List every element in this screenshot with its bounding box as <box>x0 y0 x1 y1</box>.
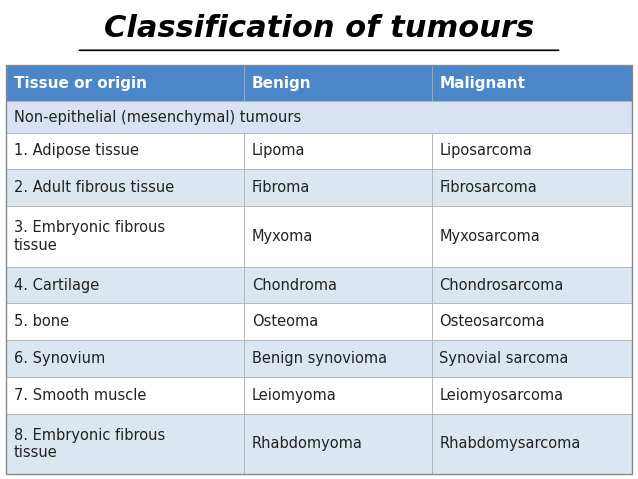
Text: Liposarcoma: Liposarcoma <box>439 144 532 159</box>
FancyBboxPatch shape <box>6 267 244 303</box>
Text: 3. Embryonic fibrous
tissue: 3. Embryonic fibrous tissue <box>14 220 165 252</box>
FancyBboxPatch shape <box>244 377 431 413</box>
Text: Osteosarcoma: Osteosarcoma <box>439 314 545 329</box>
FancyBboxPatch shape <box>431 413 632 474</box>
Text: Rhabdomysarcoma: Rhabdomysarcoma <box>439 436 581 451</box>
Text: 8. Embryonic fibrous
tissue: 8. Embryonic fibrous tissue <box>14 428 165 460</box>
Text: Benign: Benign <box>251 76 311 91</box>
Text: Fibrosarcoma: Fibrosarcoma <box>439 180 537 195</box>
FancyBboxPatch shape <box>6 413 244 474</box>
FancyBboxPatch shape <box>6 340 244 377</box>
FancyBboxPatch shape <box>431 377 632 413</box>
FancyBboxPatch shape <box>431 206 632 267</box>
FancyBboxPatch shape <box>431 267 632 303</box>
Text: Fibroma: Fibroma <box>251 180 310 195</box>
FancyBboxPatch shape <box>244 413 431 474</box>
FancyBboxPatch shape <box>431 133 632 170</box>
Text: Lipoma: Lipoma <box>251 144 305 159</box>
Text: 4. Cartilage: 4. Cartilage <box>14 277 100 293</box>
Text: 1. Adipose tissue: 1. Adipose tissue <box>14 144 139 159</box>
Text: Non-epithelial (mesenchymal) tumours: Non-epithelial (mesenchymal) tumours <box>14 110 301 125</box>
Text: Classification of tumours: Classification of tumours <box>104 14 534 44</box>
FancyBboxPatch shape <box>6 206 244 267</box>
Text: Osteoma: Osteoma <box>251 314 318 329</box>
Text: Leiomyosarcoma: Leiomyosarcoma <box>439 388 563 403</box>
Text: Synovial sarcoma: Synovial sarcoma <box>439 351 568 366</box>
Text: Myxoma: Myxoma <box>251 229 313 244</box>
FancyBboxPatch shape <box>6 102 632 133</box>
FancyBboxPatch shape <box>244 170 431 206</box>
FancyBboxPatch shape <box>431 340 632 377</box>
FancyBboxPatch shape <box>6 303 244 340</box>
FancyBboxPatch shape <box>244 303 431 340</box>
FancyBboxPatch shape <box>244 65 431 102</box>
FancyBboxPatch shape <box>244 133 431 170</box>
FancyBboxPatch shape <box>431 170 632 206</box>
Text: Rhabdomyoma: Rhabdomyoma <box>251 436 362 451</box>
Text: Leiomyoma: Leiomyoma <box>251 388 336 403</box>
FancyBboxPatch shape <box>6 133 244 170</box>
Text: 7. Smooth muscle: 7. Smooth muscle <box>14 388 146 403</box>
Text: 6. Synovium: 6. Synovium <box>14 351 105 366</box>
FancyBboxPatch shape <box>6 65 244 102</box>
FancyBboxPatch shape <box>431 65 632 102</box>
Text: Myxosarcoma: Myxosarcoma <box>439 229 540 244</box>
FancyBboxPatch shape <box>6 170 244 206</box>
FancyBboxPatch shape <box>244 206 431 267</box>
Text: 5. bone: 5. bone <box>14 314 69 329</box>
Text: Chondroma: Chondroma <box>251 277 337 293</box>
FancyBboxPatch shape <box>244 340 431 377</box>
Text: Benign synovioma: Benign synovioma <box>251 351 387 366</box>
Text: Tissue or origin: Tissue or origin <box>14 76 147 91</box>
Text: Malignant: Malignant <box>439 76 525 91</box>
FancyBboxPatch shape <box>431 303 632 340</box>
Text: 2. Adult fibrous tissue: 2. Adult fibrous tissue <box>14 180 174 195</box>
Text: Chondrosarcoma: Chondrosarcoma <box>439 277 563 293</box>
FancyBboxPatch shape <box>6 377 244 413</box>
FancyBboxPatch shape <box>244 267 431 303</box>
